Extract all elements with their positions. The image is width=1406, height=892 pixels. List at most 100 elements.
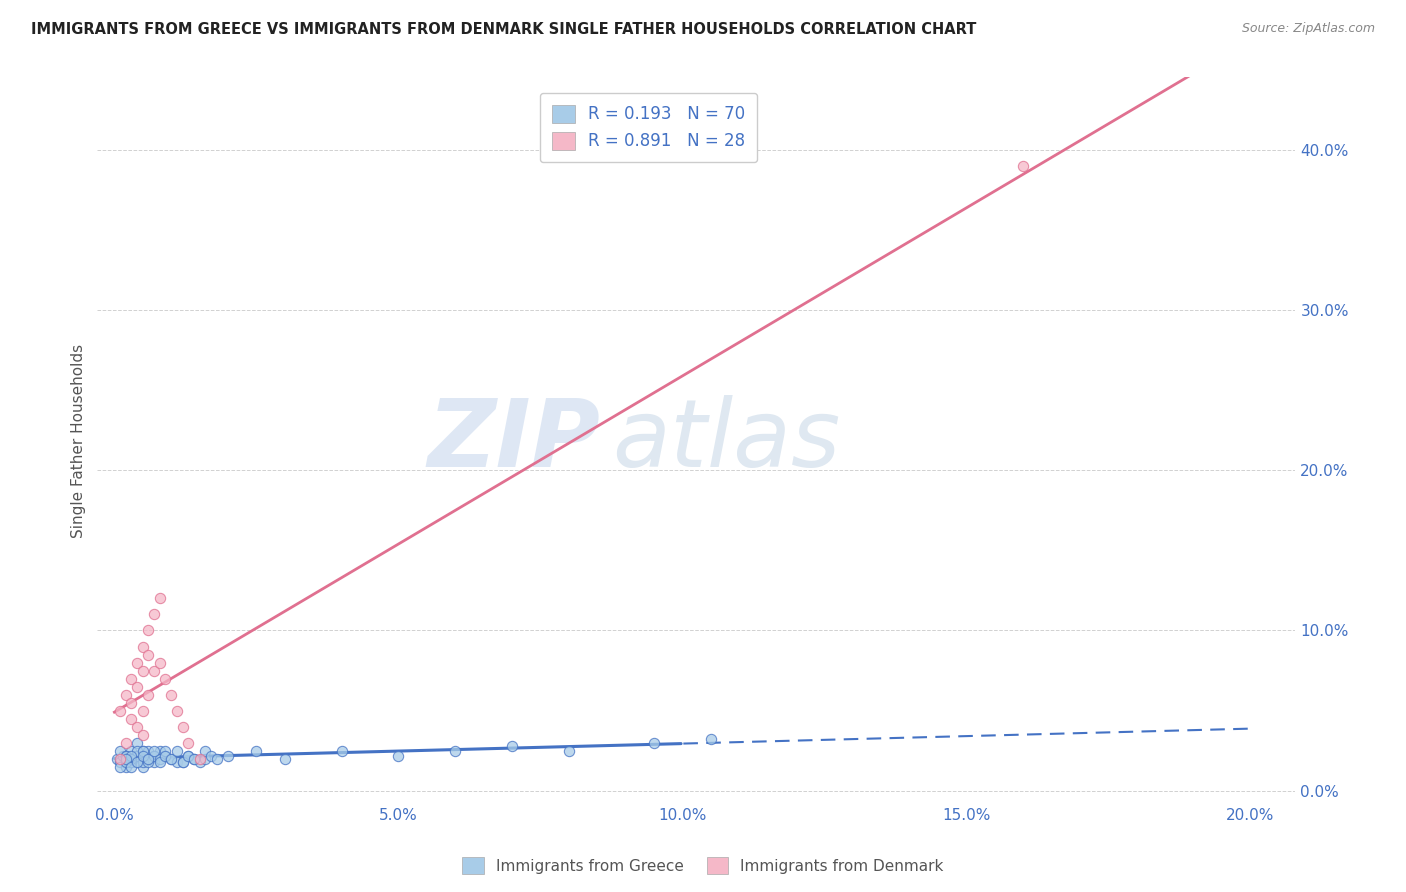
Point (132, 704, 155, 718)
Point (143, 744, 166, 758)
Point (172, 720, 194, 734)
Point (160, 752, 183, 766)
Point (138, 688, 160, 702)
Point (166, 755, 188, 769)
Point (114, 748, 136, 763)
Point (188, 755, 211, 769)
Point (132, 744, 155, 758)
Point (114, 752, 136, 766)
Point (205, 752, 228, 766)
Point (155, 744, 177, 758)
Point (132, 752, 155, 766)
Point (172, 755, 194, 769)
Point (132, 728, 155, 742)
Point (138, 624, 160, 638)
Point (120, 744, 142, 758)
Point (149, 755, 172, 769)
Point (160, 688, 183, 702)
Point (155, 672, 177, 686)
Point (172, 755, 194, 769)
Point (127, 656, 149, 670)
Legend: Immigrants from Greece, Immigrants from Denmark: Immigrants from Greece, Immigrants from … (456, 851, 950, 880)
Point (114, 760, 136, 774)
Point (127, 755, 149, 769)
Point (155, 748, 177, 763)
Point (114, 752, 136, 766)
Point (114, 748, 136, 763)
Point (120, 748, 142, 763)
Point (120, 752, 142, 766)
Point (501, 739, 523, 753)
Point (149, 656, 172, 670)
Point (143, 755, 166, 769)
Point (120, 696, 142, 710)
Point (699, 732, 721, 747)
Point (132, 744, 155, 758)
Point (177, 748, 200, 763)
Point (108, 752, 131, 766)
Point (138, 648, 160, 662)
Point (105, 752, 128, 766)
Point (120, 672, 142, 686)
Point (120, 760, 142, 774)
Text: Source: ZipAtlas.com: Source: ZipAtlas.com (1241, 22, 1375, 36)
Point (138, 752, 160, 766)
Point (143, 607, 166, 622)
Point (132, 748, 155, 763)
Point (138, 752, 160, 766)
Point (194, 752, 217, 766)
Point (120, 712, 142, 726)
Legend: R = 0.193   N = 70, R = 0.891   N = 28: R = 0.193 N = 70, R = 0.891 N = 28 (540, 93, 756, 162)
Point (217, 748, 239, 763)
Point (127, 680, 149, 694)
Point (143, 664, 166, 678)
Point (183, 752, 205, 766)
Point (177, 736, 200, 750)
Point (127, 748, 149, 763)
Point (120, 752, 142, 766)
Point (127, 720, 149, 734)
Point (114, 736, 136, 750)
Point (643, 736, 665, 750)
Point (444, 744, 467, 758)
Point (194, 744, 217, 758)
Point (245, 744, 267, 758)
Point (132, 664, 155, 678)
Point (138, 755, 160, 769)
Point (149, 744, 172, 758)
Text: IMMIGRANTS FROM GREECE VS IMMIGRANTS FROM DENMARK SINGLE FATHER HOUSEHOLDS CORRE: IMMIGRANTS FROM GREECE VS IMMIGRANTS FRO… (31, 22, 976, 37)
Point (166, 744, 188, 758)
Point (188, 752, 211, 766)
Point (138, 752, 160, 766)
Point (166, 704, 188, 718)
Point (183, 752, 205, 766)
Point (1012, 159, 1035, 173)
Point (108, 755, 131, 769)
Point (132, 760, 155, 774)
Point (330, 744, 353, 758)
Point (127, 744, 149, 758)
Text: ZIP: ZIP (427, 394, 600, 486)
Point (108, 744, 131, 758)
Point (160, 752, 183, 766)
Point (387, 748, 409, 763)
Point (200, 748, 222, 763)
Point (114, 688, 136, 702)
Point (108, 704, 131, 718)
Point (557, 744, 579, 758)
Point (177, 748, 200, 763)
Point (149, 752, 172, 766)
Point (155, 748, 177, 763)
Y-axis label: Single Father Households: Single Father Households (72, 343, 86, 538)
Point (138, 744, 160, 758)
Point (132, 640, 155, 654)
Point (111, 748, 134, 763)
Point (143, 748, 166, 763)
Point (120, 755, 142, 769)
Point (127, 755, 149, 769)
Point (274, 752, 297, 766)
Point (127, 748, 149, 763)
Point (149, 591, 172, 606)
Text: atlas: atlas (613, 395, 841, 486)
Point (108, 760, 131, 774)
